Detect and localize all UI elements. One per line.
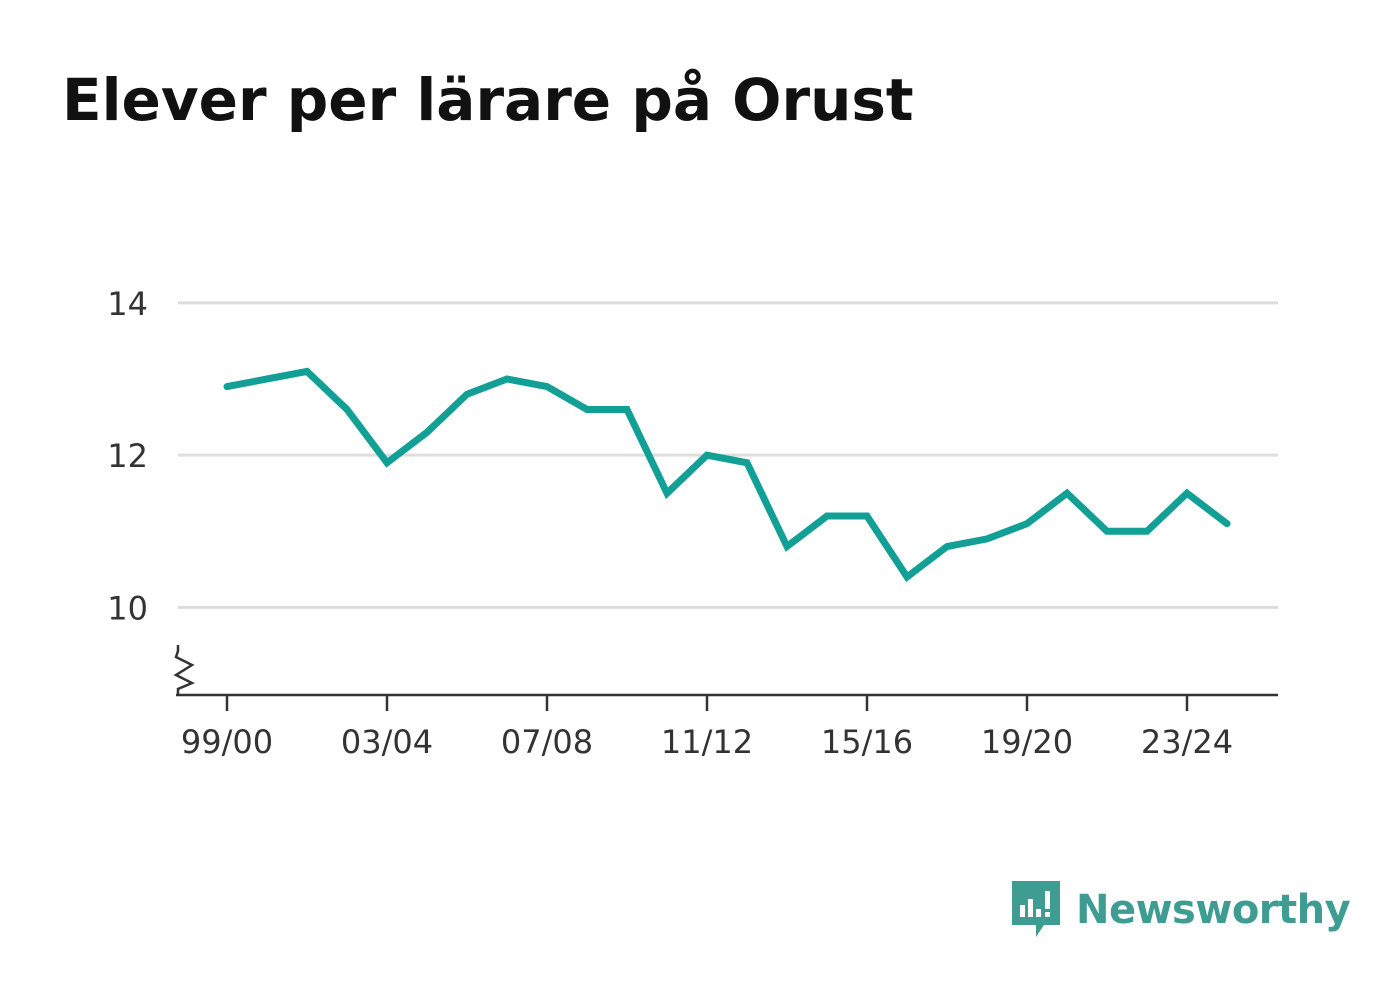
x-axis: 99/00 03/04 07/08 11/12 15/16 19/20 23/24	[176, 693, 1278, 761]
chart-title: Elever per lärare på Orust	[62, 66, 914, 134]
x-tick-label: 23/24	[1141, 723, 1233, 761]
x-tick-label: 99/00	[181, 723, 273, 761]
x-tick-label: 19/20	[981, 723, 1073, 761]
y-tick-label: 10	[107, 589, 148, 627]
x-tick-label: 15/16	[821, 723, 913, 761]
brand-logo[interactable]: Newsworthy	[1010, 878, 1351, 942]
y-axis-break	[173, 645, 195, 695]
newsworthy-logo-icon	[1012, 881, 1060, 937]
grid-lines	[178, 301, 1278, 609]
series-line	[223, 367, 1231, 583]
y-tick-label: 14	[107, 285, 148, 323]
x-tick-label: 03/04	[341, 723, 433, 761]
x-tick-label: 07/08	[501, 723, 593, 761]
series-group	[223, 367, 1231, 583]
brand-name: Newsworthy	[1076, 887, 1351, 933]
y-axis: 10 12 14	[107, 285, 195, 695]
y-tick-label: 12	[107, 437, 148, 475]
x-tick-label: 11/12	[661, 723, 753, 761]
